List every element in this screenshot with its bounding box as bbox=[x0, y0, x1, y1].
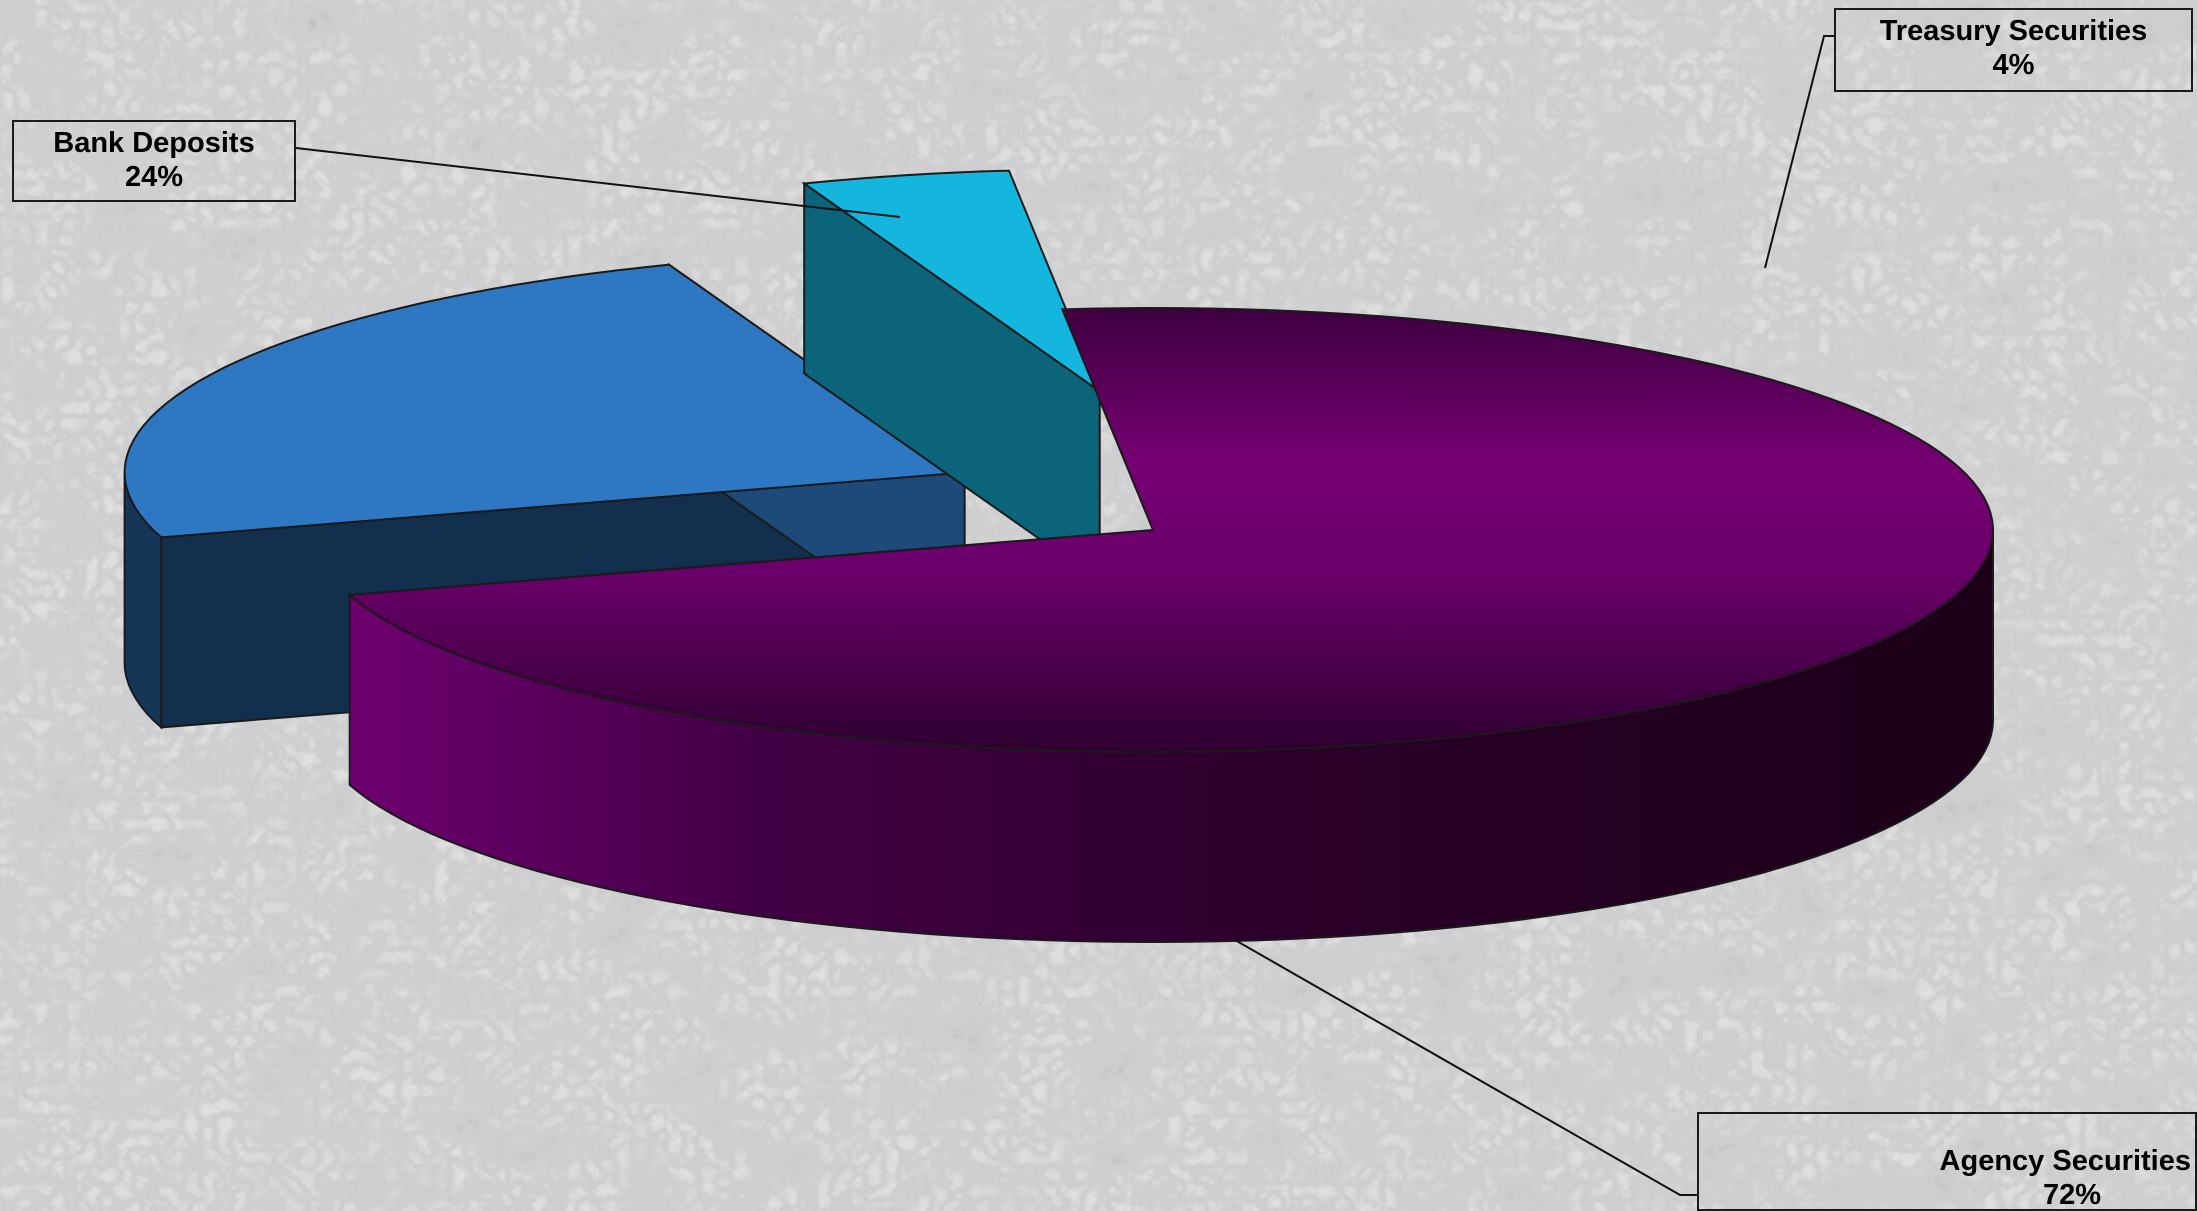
slice-top-treasury-securities bbox=[801, 169, 1102, 395]
pie-slice-treasury-securities bbox=[801, 169, 1102, 584]
slice-top-agency-securities bbox=[347, 306, 1995, 754]
slice-label-treasury-securities: Treasury Securities bbox=[1879, 15, 2148, 47]
slice-label-agency-securities: Agency Securities bbox=[1939, 1145, 2191, 1177]
pie-slice-agency-securities bbox=[347, 306, 1995, 944]
leader-line-treasury-securities bbox=[1764, 35, 1834, 269]
data-label-agency-securities: Agency Securities 72% bbox=[1697, 1112, 2197, 1211]
pie-slices-group bbox=[123, 169, 1995, 944]
leader-line-bank-deposits bbox=[295, 147, 901, 218]
leader-line-agency-securities bbox=[1234, 939, 1697, 1196]
slice-percent-agency-securities: 72% bbox=[2042, 1179, 2101, 1211]
slice-label-bank-deposits: Bank Deposits bbox=[53, 127, 255, 159]
data-label-bank-deposits: Bank Deposits 24% bbox=[12, 120, 296, 202]
slice-top-bank-deposits bbox=[123, 263, 968, 539]
slice-percent-bank-deposits: 24% bbox=[124, 161, 184, 193]
data-label-treasury-securities: Treasury Securities 4% bbox=[1834, 8, 2193, 92]
slice-percent-treasury-securities: 4% bbox=[1992, 49, 2035, 81]
